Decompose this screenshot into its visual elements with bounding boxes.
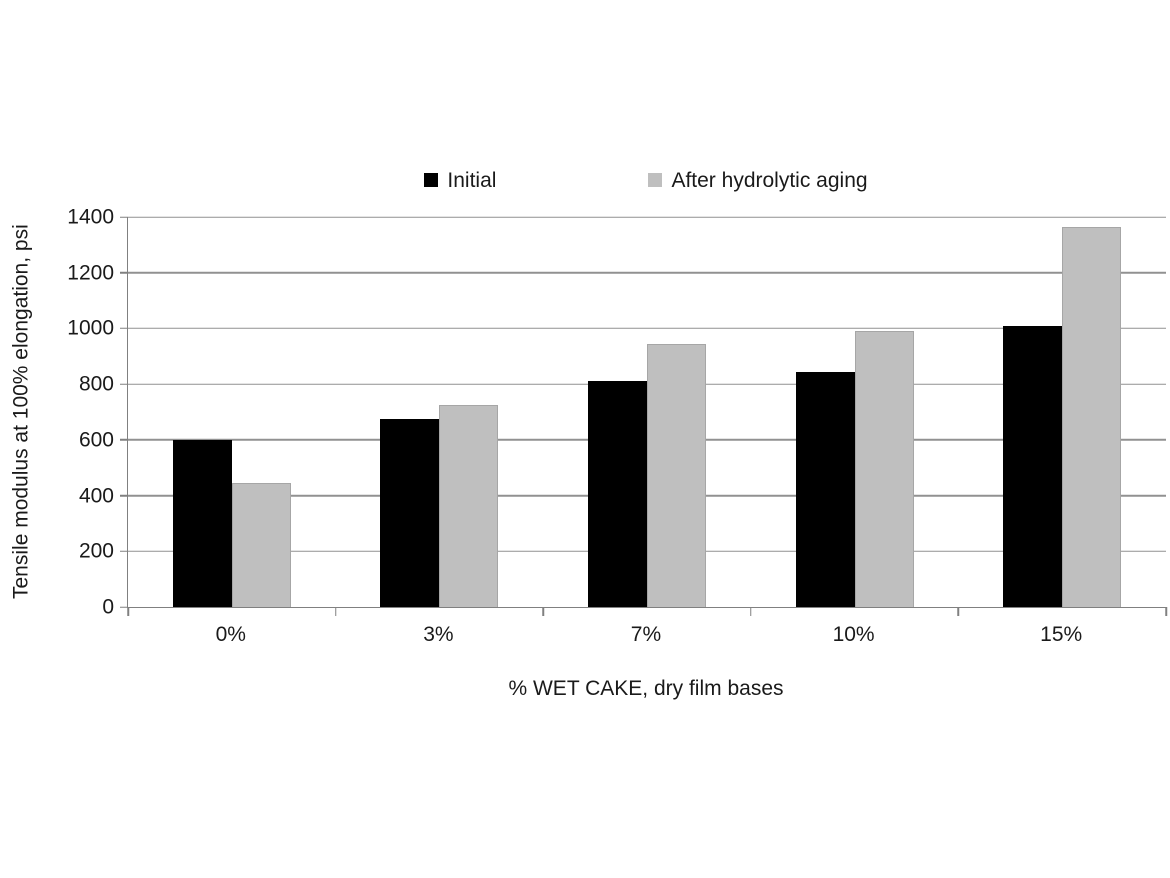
x-tick-mark (542, 607, 544, 616)
y-tick-label: 200 (78, 539, 114, 563)
gridline (128, 216, 1166, 218)
bar-initial-15% (1003, 325, 1063, 607)
bar-after-hydrolytic-aging-15% (1062, 226, 1122, 607)
bar-group-0% (128, 217, 336, 607)
x-tick-mark (957, 607, 960, 616)
x-category-label: 3% (423, 623, 454, 646)
legend-label: After hydrolytic aging (671, 168, 868, 192)
y-tick-label: 0 (102, 595, 114, 619)
plot-area (120, 216, 1167, 616)
legend-item-after-hydrolytic-aging: After hydrolytic aging (648, 168, 868, 192)
y-tick-label: 1000 (67, 316, 114, 340)
bar-group-3% (336, 217, 544, 607)
y-tick-label: 800 (78, 372, 114, 396)
legend-swatch-icon (424, 173, 439, 187)
x-tick-mark (334, 607, 337, 616)
bar-after-hydrolytic-aging-3% (439, 405, 499, 607)
bar-initial-3% (380, 418, 440, 607)
y-tick-label: 400 (78, 484, 114, 508)
y-tick-mark (120, 550, 128, 553)
y-tick-mark (120, 271, 128, 274)
x-category-label: 7% (630, 623, 662, 646)
x-axis-title: % WET CAKE, dry film bases (508, 677, 784, 700)
x-category-label: 10% (832, 623, 875, 646)
bar-group-7% (543, 217, 751, 607)
y-tick-label: 1400 (67, 205, 114, 229)
bar-initial-7% (587, 381, 647, 607)
x-category-label: 15% (1040, 623, 1083, 646)
x-axis-category-labels: 0% 3% 7% 10% 15% (127, 622, 1165, 647)
legend-label: Initial (447, 168, 497, 192)
gridline (128, 327, 1166, 330)
y-tick-mark (120, 216, 128, 218)
legend-item-initial: Initial (424, 170, 496, 191)
x-category-label: 0% (215, 623, 246, 646)
y-axis-tick-labels: 0 200 400 600 800 1000 1200 1400 (0, 207, 114, 618)
bar-groups (128, 217, 1166, 607)
y-tick-mark (120, 439, 128, 441)
y-tick-mark (120, 606, 128, 608)
bar-initial-10% (795, 371, 855, 607)
gridline (128, 271, 1166, 274)
x-tick-mark (750, 607, 752, 616)
bar-after-hydrolytic-aging-7% (646, 343, 706, 607)
bar-after-hydrolytic-aging-10% (854, 331, 914, 607)
y-tick-mark (120, 383, 128, 385)
y-tick-label: 1200 (67, 261, 114, 285)
bar-after-hydrolytic-aging-0% (231, 483, 291, 607)
legend: Initial After hydrolytic aging (127, 166, 1165, 194)
legend-swatch-icon (648, 173, 663, 187)
y-tick-mark (120, 494, 128, 497)
y-tick-label: 600 (78, 428, 114, 452)
bar-group-15% (958, 217, 1166, 607)
bar-initial-0% (172, 439, 232, 607)
bar-group-10% (751, 217, 959, 607)
y-tick-mark (120, 327, 128, 330)
x-tick-mark (1165, 607, 1167, 616)
x-tick-mark (127, 607, 129, 616)
